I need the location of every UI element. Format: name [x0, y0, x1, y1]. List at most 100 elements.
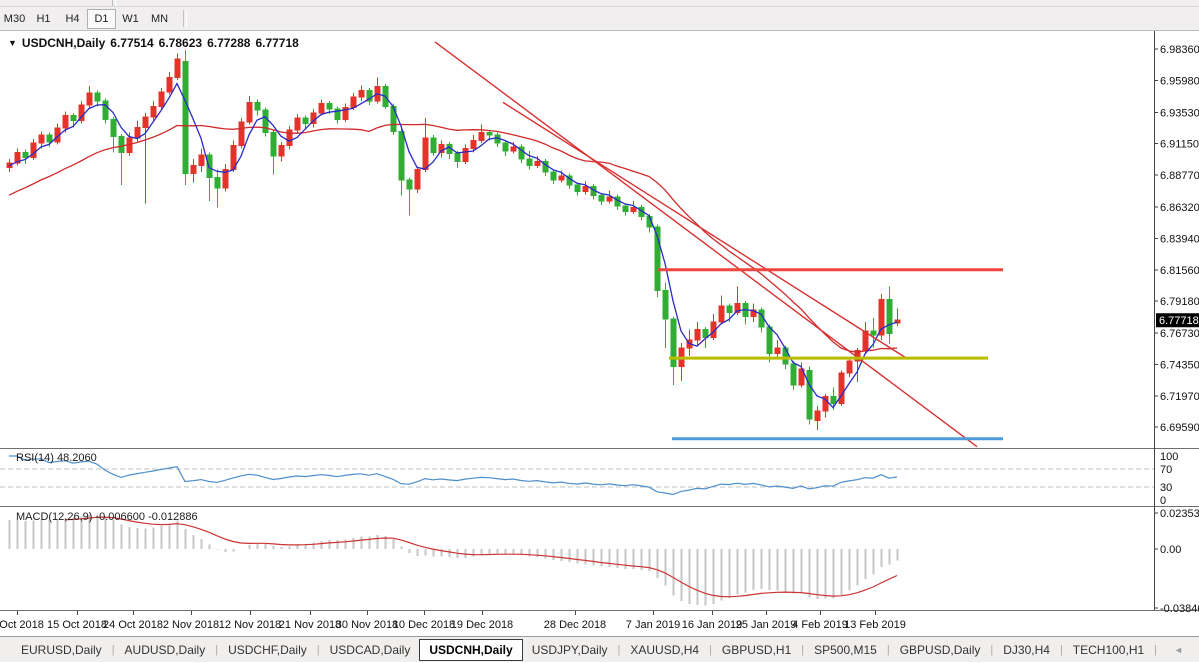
candle-bear [526, 158, 533, 166]
date-axis-label: 2 Nov 2018 [163, 619, 219, 631]
timeframe-button-d1[interactable]: D1 [87, 8, 116, 29]
tab-separator: | [801, 643, 805, 656]
candle-bull [238, 121, 245, 147]
price-axis-label: 6.88770 [1160, 170, 1199, 182]
trendline-1 [434, 41, 978, 448]
price-axis-label: 6.81560 [1160, 265, 1199, 277]
date-axis-label: 21 Nov 2018 [279, 619, 341, 631]
date-axis-label: 10 Dec 2018 [393, 619, 455, 631]
candle-bear [262, 109, 269, 134]
chart-canvas[interactable]: 6.98360 6.95980 6.93530 6.91150 6.88770 6.863… [0, 0, 1199, 640]
date-axis-label: 12 Nov 2018 [219, 619, 281, 631]
candle-bull [350, 96, 357, 109]
candle-bear [302, 117, 309, 124]
candle-bull [558, 175, 565, 181]
candle-bear [334, 108, 341, 120]
candle-bull [438, 143, 445, 153]
candle-bear [502, 142, 509, 152]
candle-bull [838, 372, 845, 404]
tab-sp500-m15[interactable]: SP500,M15 [814, 642, 877, 657]
tab-dj30-h4[interactable]: DJ30,H4 [1003, 642, 1050, 657]
toolbar-separator [183, 10, 187, 27]
timeframe-button-h1[interactable]: H1 [36, 12, 51, 25]
candle-bull [606, 196, 613, 202]
candle-bear [886, 298, 893, 335]
macd-indicator-label: MACD(12,26,9) -0.006600 -0.012886 [16, 511, 198, 523]
price-axis-label: 6.79180 [1160, 296, 1199, 308]
candle-bull [142, 116, 149, 128]
candle-bear [110, 118, 117, 138]
candle-bear [430, 137, 437, 153]
collapse-arrow-icon[interactable]: ▼ [8, 38, 17, 48]
timeframe-button-mn[interactable]: MN [150, 12, 169, 25]
candle-bear [550, 171, 557, 181]
ohlc-low: 6.77288 [207, 36, 251, 50]
current-price-label: 6.77718 [1159, 315, 1199, 327]
candle-bear [662, 289, 669, 320]
candle-bear [790, 363, 797, 386]
candle-bear [22, 151, 29, 159]
tab-audusd-daily[interactable]: AUDUSD,Daily [124, 642, 206, 657]
candle-bull [422, 137, 429, 170]
tab-usdchf-daily[interactable]: USDCHF,Daily [228, 642, 307, 657]
timeframe-button-w1[interactable]: W1 [122, 12, 139, 25]
ohlc-high: 6.78623 [158, 36, 203, 50]
timeframe-button-h4[interactable]: H4 [65, 12, 80, 25]
timeframe-button-m30[interactable]: M30 [3, 12, 26, 25]
candle-bull [774, 347, 781, 354]
date-axis-label: 13 Feb 2019 [844, 619, 906, 631]
tab-usdcnh-daily[interactable]: USDCNH,Daily [419, 638, 523, 661]
tab-separator: | [215, 643, 219, 656]
current-price-box [1156, 313, 1199, 328]
rsi-axis-label: 0 [1160, 495, 1166, 507]
candle-bull [462, 147, 469, 162]
ma-fast-line [8, 82, 898, 409]
macd-signal-line [64, 516, 898, 598]
date-axis-label: 7 Jan 2019 [626, 619, 680, 631]
candle-bull [750, 309, 757, 318]
candle-bear [102, 100, 109, 120]
tab-scroll-arrows: |◄► [1153, 644, 1199, 656]
tab-eurusd-daily[interactable]: EURUSD,Daily [21, 642, 102, 657]
tab-usdjpy-daily[interactable]: USDJPY,Daily [531, 642, 608, 657]
rsi-indicator-label: RSI(14) 48.2060 [16, 452, 97, 464]
candle-bull [150, 105, 157, 118]
tab-gbpusd-h1[interactable]: GBPUSD,H1 [721, 642, 792, 657]
price-axis-label: 6.95980 [1160, 75, 1199, 87]
ohlc-close: 6.77718 [255, 36, 299, 50]
candle-bull [734, 302, 741, 314]
tab-separator: | [709, 643, 712, 656]
price-axis-label: 6.98360 [1160, 44, 1199, 56]
candle-bull [278, 145, 285, 157]
candle-bull [582, 185, 589, 193]
price-axis-label: 6.74350 [1160, 360, 1199, 372]
candle-bull [294, 117, 301, 131]
candle-bull [510, 146, 517, 152]
macd-axis-label: 0.00 [1160, 544, 1181, 556]
tab-separator: | [111, 643, 115, 656]
tab-gbpusd-daily[interactable]: GBPUSD,Daily [899, 642, 981, 657]
date-axis-label: 19 Dec 2018 [451, 619, 513, 631]
candle-bear [598, 195, 605, 202]
date-axis-label: 15 Oct 2018 [47, 619, 107, 631]
candle-bull [894, 319, 901, 324]
candle-bear [366, 90, 373, 102]
candle-bear [766, 326, 773, 354]
candle-bear [326, 103, 333, 110]
candle-bull [846, 360, 853, 374]
price-axis-label: 6.93530 [1160, 107, 1199, 119]
candle-bear [782, 347, 789, 365]
date-axis-label: 16 Jan 2019 [682, 619, 743, 631]
candle-bull [78, 104, 85, 122]
candle-bull [630, 206, 637, 212]
candle-bear [806, 369, 813, 420]
price-axis-label: 6.83940 [1160, 233, 1199, 245]
tab-usdcad-daily[interactable]: USDCAD,Daily [329, 642, 411, 657]
candle-bull [318, 103, 325, 114]
candle-bear [398, 130, 405, 181]
tab-xauusd-h4[interactable]: XAUUSD,H4 [630, 642, 700, 657]
candle-bull [38, 134, 45, 144]
tab-tech100-h1[interactable]: TECH100,H1 [1072, 642, 1145, 657]
ma-slow-line [8, 123, 898, 353]
tab-scroll-left-icon[interactable]: ◄ [1174, 644, 1183, 655]
